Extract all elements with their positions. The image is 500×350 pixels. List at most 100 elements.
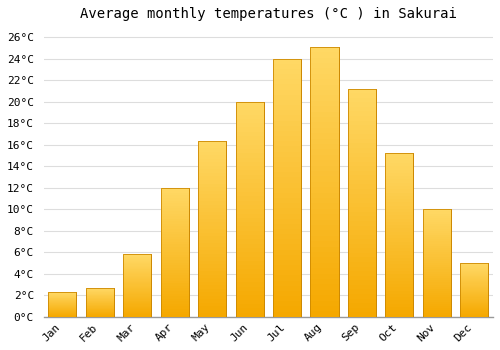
- Bar: [123, 272, 152, 273]
- Bar: [236, 257, 264, 261]
- Bar: [123, 299, 152, 301]
- Bar: [160, 224, 189, 226]
- Bar: [273, 203, 301, 208]
- Bar: [386, 219, 413, 222]
- Bar: [386, 261, 413, 265]
- Bar: [198, 145, 226, 148]
- Bar: [198, 180, 226, 183]
- Bar: [123, 290, 152, 292]
- Bar: [160, 193, 189, 195]
- Bar: [123, 312, 152, 313]
- Bar: [310, 122, 338, 128]
- Bar: [460, 294, 488, 295]
- Bar: [348, 221, 376, 225]
- Bar: [123, 275, 152, 277]
- Bar: [423, 308, 451, 310]
- Bar: [86, 303, 114, 304]
- Bar: [123, 254, 152, 256]
- Bar: [460, 265, 488, 266]
- Bar: [236, 231, 264, 235]
- Bar: [386, 304, 413, 307]
- Bar: [123, 279, 152, 281]
- Bar: [123, 288, 152, 289]
- Bar: [86, 310, 114, 311]
- Bar: [160, 270, 189, 273]
- Bar: [48, 314, 76, 315]
- Bar: [123, 271, 152, 272]
- Bar: [310, 279, 338, 285]
- Bar: [198, 254, 226, 257]
- Bar: [123, 297, 152, 298]
- Bar: [236, 209, 264, 214]
- Bar: [310, 47, 338, 317]
- Bar: [460, 299, 488, 300]
- Bar: [273, 126, 301, 131]
- Bar: [423, 209, 451, 317]
- Bar: [348, 303, 376, 308]
- Bar: [160, 188, 189, 190]
- Bar: [198, 141, 226, 317]
- Bar: [236, 235, 264, 239]
- Bar: [386, 287, 413, 290]
- Bar: [423, 282, 451, 285]
- Bar: [198, 162, 226, 166]
- Bar: [236, 166, 264, 170]
- Bar: [160, 255, 189, 257]
- Bar: [460, 263, 488, 317]
- Bar: [273, 270, 301, 275]
- Bar: [236, 239, 264, 244]
- Bar: [423, 259, 451, 261]
- Bar: [310, 306, 338, 312]
- Bar: [423, 237, 451, 239]
- Bar: [160, 245, 189, 247]
- Bar: [273, 275, 301, 281]
- Bar: [460, 266, 488, 267]
- Bar: [386, 274, 413, 278]
- Bar: [236, 127, 264, 132]
- Bar: [423, 209, 451, 317]
- Bar: [423, 293, 451, 295]
- Bar: [348, 194, 376, 198]
- Bar: [348, 144, 376, 148]
- Bar: [423, 300, 451, 302]
- Bar: [236, 192, 264, 196]
- Bar: [198, 278, 226, 282]
- Bar: [460, 305, 488, 306]
- Bar: [460, 271, 488, 272]
- Bar: [386, 199, 413, 202]
- Bar: [386, 290, 413, 294]
- Bar: [423, 214, 451, 216]
- Bar: [460, 292, 488, 293]
- Bar: [460, 314, 488, 315]
- Bar: [460, 301, 488, 302]
- Bar: [310, 312, 338, 317]
- Bar: [386, 310, 413, 314]
- Bar: [423, 257, 451, 259]
- Bar: [236, 179, 264, 183]
- Bar: [86, 314, 114, 315]
- Bar: [423, 304, 451, 306]
- Bar: [386, 160, 413, 163]
- Bar: [423, 211, 451, 214]
- Bar: [348, 93, 376, 98]
- Bar: [273, 214, 301, 219]
- Bar: [86, 295, 114, 296]
- Bar: [423, 231, 451, 233]
- Bar: [273, 58, 301, 317]
- Bar: [236, 145, 264, 149]
- Bar: [48, 292, 76, 317]
- Bar: [48, 298, 76, 299]
- Bar: [160, 281, 189, 283]
- Bar: [160, 239, 189, 242]
- Bar: [310, 257, 338, 263]
- Bar: [460, 315, 488, 316]
- Bar: [86, 306, 114, 307]
- Bar: [423, 289, 451, 291]
- Bar: [310, 160, 338, 166]
- Bar: [273, 281, 301, 286]
- Bar: [123, 284, 152, 286]
- Bar: [460, 316, 488, 317]
- Bar: [198, 166, 226, 169]
- Bar: [198, 169, 226, 173]
- Bar: [310, 187, 338, 192]
